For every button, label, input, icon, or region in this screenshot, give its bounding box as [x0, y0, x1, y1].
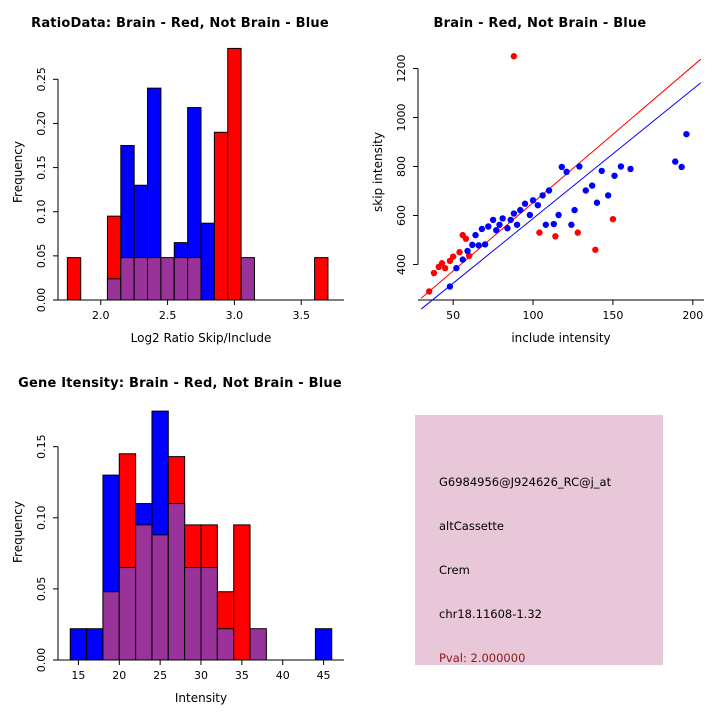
scatter-panel: Brain - Red, Not Brain - Blue 50 100 150 20…: [360, 0, 720, 360]
gene-histogram-panel: Gene Itensity: Brain - Red, Not Brain - …: [0, 360, 360, 720]
svg-text:2.5: 2.5: [159, 309, 177, 322]
svg-text:25: 25: [153, 669, 167, 682]
chromosome-location-text: chr18.11608-1.32: [439, 607, 542, 621]
svg-text:35: 35: [235, 669, 249, 682]
svg-text:1000: 1000: [395, 103, 408, 131]
info-box: G6984956@J924626_RC@j_at altCassette Cre…: [415, 415, 663, 665]
svg-text:30: 30: [194, 669, 208, 682]
svg-text:0.05: 0.05: [35, 577, 48, 602]
gene-histogram-chart: 15 20 25 30 35 40 45 0.00 0.05 0.10 0.15 Intensity F…: [11, 410, 344, 705]
svg-text:100: 100: [523, 309, 544, 322]
svg-text:0.10: 0.10: [35, 199, 48, 224]
ratio-histogram-chart: 2.0 2.5 3.0 3.5 0.00 0.05 0.10 0.15 0.20 0.25 Log2…: [11, 47, 344, 345]
svg-text:0.05: 0.05: [35, 244, 48, 268]
svg-text:600: 600: [395, 205, 408, 226]
gene-name-text: Crem: [439, 563, 470, 577]
svg-text:Frequency: Frequency: [11, 141, 25, 203]
svg-text:40: 40: [276, 669, 290, 682]
svg-text:skip intensity: skip intensity: [371, 132, 385, 212]
svg-text:0.15: 0.15: [35, 155, 48, 180]
svg-text:Log2 Ratio Skip/Include: Log2 Ratio Skip/Include: [131, 331, 272, 345]
ratio-histogram-title: RatioData: Brain - Red, Not Brain - Blue: [31, 16, 329, 31]
svg-text:3.5: 3.5: [292, 309, 310, 322]
svg-text:Frequency: Frequency: [11, 501, 25, 563]
gene-histogram-title: Gene Itensity: Brain - Red, Not Brain - …: [18, 376, 342, 391]
svg-text:800: 800: [395, 156, 408, 177]
svg-text:0.20: 0.20: [35, 111, 48, 136]
scatter-title: Brain - Red, Not Brain - Blue: [433, 16, 647, 31]
svg-text:2.0: 2.0: [92, 309, 110, 322]
svg-text:50: 50: [446, 309, 460, 322]
probe-id-text: G6984956@J924626_RC@j_at: [439, 475, 612, 489]
svg-text:400: 400: [395, 254, 408, 275]
svg-text:20: 20: [112, 669, 126, 682]
ratio-histogram-panel: RatioData: Brain - Red, Not Brain - Blue…: [0, 0, 360, 360]
svg-text:include intensity: include intensity: [511, 331, 610, 345]
svg-text:Intensity: Intensity: [175, 691, 227, 705]
svg-text:0.15: 0.15: [35, 434, 48, 459]
pval-text: Pval: 2.000000: [439, 651, 526, 665]
svg-text:0.25: 0.25: [35, 67, 48, 92]
svg-text:0.00: 0.00: [35, 288, 48, 313]
svg-text:0.00: 0.00: [35, 648, 48, 673]
svg-text:45: 45: [317, 669, 331, 682]
svg-text:0.10: 0.10: [35, 506, 48, 531]
info-panel: G6984956@J924626_RC@j_at altCassette Cre…: [360, 360, 720, 720]
svg-text:150: 150: [602, 309, 623, 322]
splice-type-text: altCassette: [439, 519, 504, 533]
svg-text:15: 15: [71, 669, 85, 682]
intensity-scatter-chart: 50 100 150 200 400 600 800 1000 1200 include inte…: [371, 53, 704, 345]
svg-text:1200: 1200: [395, 54, 408, 82]
svg-text:200: 200: [682, 309, 703, 322]
svg-text:3.0: 3.0: [226, 309, 244, 322]
